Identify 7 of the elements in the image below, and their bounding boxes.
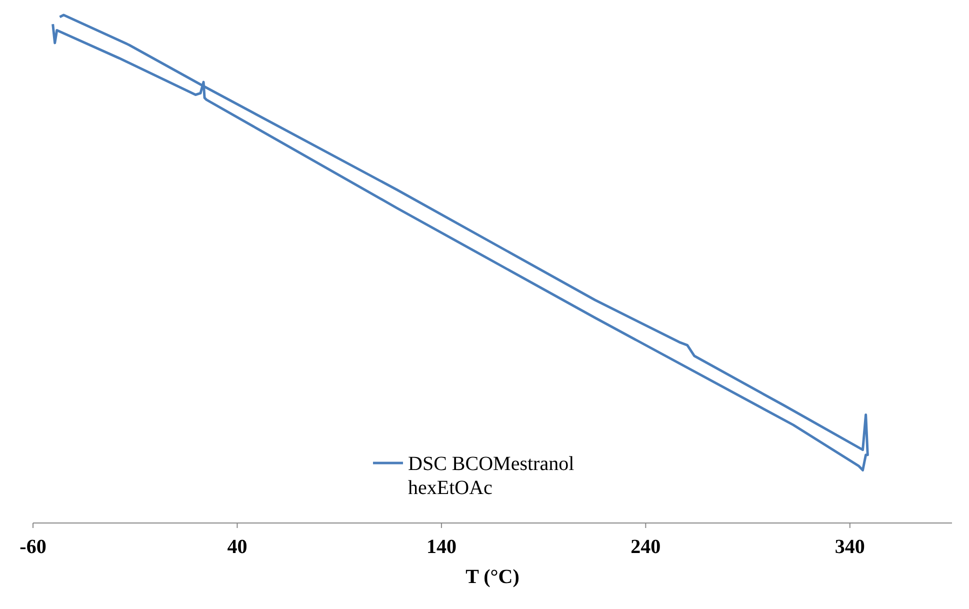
- x-tick-label: 40: [227, 536, 248, 558]
- x-tick-label: 240: [630, 536, 661, 558]
- legend-label: DSC BCOMestranol hexEtOAc: [408, 453, 575, 499]
- x-tick-label: -60: [20, 536, 46, 558]
- x-tick-label: 340: [834, 536, 865, 558]
- x-axis-title: T (°C): [466, 566, 520, 588]
- x-tick-label: 140: [426, 536, 456, 558]
